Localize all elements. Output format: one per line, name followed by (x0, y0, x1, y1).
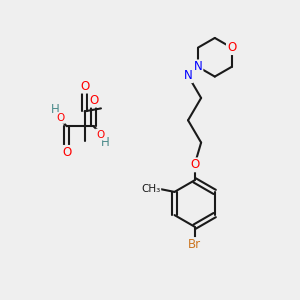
Text: O: O (227, 41, 236, 54)
Text: O: O (96, 130, 104, 140)
Text: O: O (62, 146, 71, 159)
Text: N: N (184, 69, 192, 82)
Text: O: O (190, 158, 199, 171)
Text: O: O (80, 80, 89, 93)
Text: O: O (56, 113, 64, 123)
Text: Br: Br (188, 238, 201, 251)
Text: H: H (51, 103, 60, 116)
Text: CH₃: CH₃ (141, 184, 161, 194)
Text: N: N (194, 60, 203, 74)
Text: O: O (89, 94, 98, 106)
Text: H: H (100, 136, 109, 149)
